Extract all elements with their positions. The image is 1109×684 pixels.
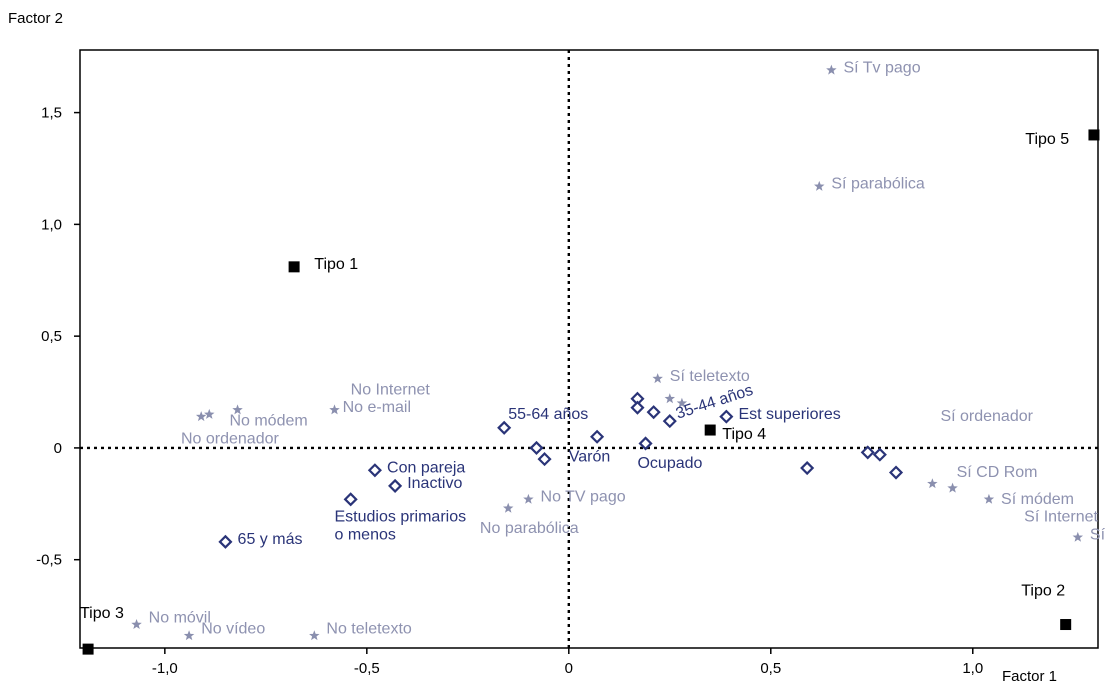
tipo-square-marker [704,424,716,436]
x-tick-label: 1,0 [962,660,983,677]
star-marker [502,502,514,513]
star-marker [523,493,534,504]
point-label: Tipo 1 [314,256,358,273]
star-marker [232,404,243,415]
star-marker [664,393,676,404]
point-label: No móvil [149,609,211,626]
star-marker [204,408,215,419]
diamond-marker [590,429,605,444]
star-marker [309,630,320,641]
diamond-marker [888,465,904,480]
point-label: Ocupado [637,455,702,472]
point-labels: Tipo 1 Tipo 2 Tipo 3 Tipo 4 Tipo 5 55-64 años… [80,59,1109,637]
point-label: Tipo 3 [80,605,124,622]
point-label: Tipo 2 [1021,582,1065,599]
point-label: No TV pago [541,489,626,506]
diamond-marker [800,460,815,476]
point-label: No teletexto [326,620,411,637]
axis-ticks: -1,0 -0,5 0 0,5 1,0 -0,5 0 0,5 1,0 1,5 [36,105,983,677]
star-marker [195,411,207,422]
diamond-marker [388,478,403,493]
diamond-marker [367,463,382,478]
star-marker [983,493,995,504]
point-label: 55-64 años [508,406,588,423]
diamond-marker [646,405,661,420]
point-label: Sí ordenador [940,408,1033,425]
star-marker [947,482,958,493]
point-label: No parabólica [480,520,579,537]
point-label: Con pareja [387,460,465,477]
point-label: No Internet [351,381,431,398]
point-label: No e-mail [343,399,411,416]
star-marker [183,630,195,641]
y-tick-label: -0,5 [36,552,62,569]
tipo-square-marker [1088,129,1100,141]
point-label: Tipo 4 [722,426,766,443]
y-tick-label: 1,5 [41,105,62,122]
point-label: Sí CD Rom [957,464,1038,481]
star-marker [329,404,340,415]
diamond-marker [497,420,512,435]
diamond-marker [860,445,875,460]
point-label: 65 y más [238,531,303,548]
point-label: Sí parabólica [831,176,924,193]
star-marker [927,478,938,489]
point-label: Sí Tv pago [844,59,921,76]
point-label: Tipo 5 [1025,131,1069,148]
data-markers [82,64,1100,655]
point-label: No ordenador [181,430,280,447]
diamond-marker [537,452,552,467]
diamond-marker [218,534,233,549]
diamond-marker [719,409,734,424]
point-label: Estudios primarios [335,509,467,526]
tipo-square-marker [288,261,300,273]
star-marker [131,619,142,629]
star-marker [1072,531,1084,542]
x-tick-label: -1,0 [152,660,178,677]
y-tick-label: 1,0 [41,216,62,233]
x-axis-title: Factor 1 [1002,668,1057,684]
point-label: o menos [335,527,396,544]
tipo-square-marker [1060,619,1072,631]
reference-lines [80,50,1098,648]
tipo-square-marker [82,643,94,655]
point-label: Sí teletexto [670,368,750,385]
diamond-marker [662,414,677,429]
point-label: No módem [229,413,307,430]
plot-frame [79,49,1099,649]
point-label: Inactivo [407,475,462,492]
y-tick-label: 0,5 [41,328,62,345]
point-label: Sí e-mail [1090,527,1109,544]
y-axis-title: Factor 2 [8,10,63,27]
y-tick-label: 0 [54,440,62,457]
point-label: Est superiores [738,406,840,423]
diamond-marker [872,447,887,462]
point-label: Varón [569,448,611,465]
diamond-marker [630,400,645,415]
x-tick-label: 0,5 [760,660,781,677]
diamond-marker [343,492,358,507]
star-marker [826,64,837,75]
star-marker [652,373,663,384]
point-label: Sí módem [1001,491,1074,508]
star-marker [814,180,825,191]
x-tick-label: 0 [565,660,573,677]
diamond-marker [529,440,544,455]
point-label: Sí Internet [1024,509,1098,526]
point-label: No vídeo [201,620,265,637]
diamond-marker [638,436,653,451]
x-tick-label: -0,5 [354,660,380,677]
star-marker [676,397,688,408]
